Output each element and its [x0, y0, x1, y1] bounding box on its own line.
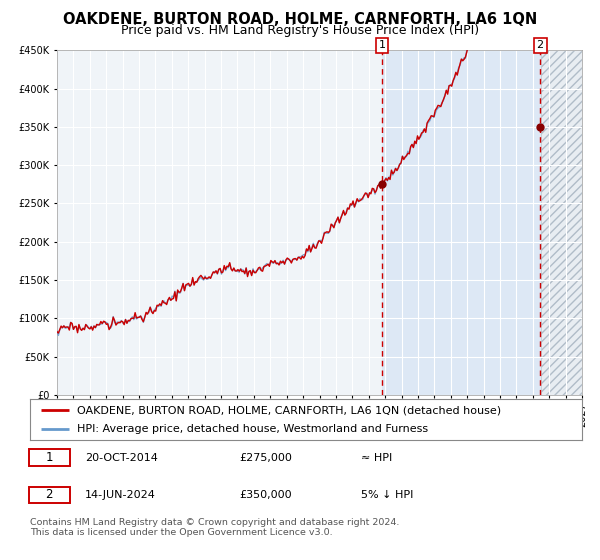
Text: 5% ↓ HPI: 5% ↓ HPI	[361, 490, 413, 500]
Text: OAKDENE, BURTON ROAD, HOLME, CARNFORTH, LA6 1QN (detached house): OAKDENE, BURTON ROAD, HOLME, CARNFORTH, …	[77, 405, 501, 415]
Text: Price paid vs. HM Land Registry's House Price Index (HPI): Price paid vs. HM Land Registry's House …	[121, 24, 479, 36]
Text: £350,000: £350,000	[240, 490, 292, 500]
Text: 1: 1	[46, 451, 53, 464]
Text: ≈ HPI: ≈ HPI	[361, 453, 392, 463]
Text: 2: 2	[46, 488, 53, 501]
Text: 14-JUN-2024: 14-JUN-2024	[85, 490, 156, 500]
Text: Contains HM Land Registry data © Crown copyright and database right 2024.
This d: Contains HM Land Registry data © Crown c…	[30, 518, 400, 538]
FancyBboxPatch shape	[29, 449, 70, 466]
Text: £275,000: £275,000	[240, 453, 293, 463]
Text: OAKDENE, BURTON ROAD, HOLME, CARNFORTH, LA6 1QN: OAKDENE, BURTON ROAD, HOLME, CARNFORTH, …	[63, 12, 537, 27]
Text: 1: 1	[379, 40, 385, 50]
Bar	[541, 50, 582, 395]
Text: 20-OCT-2014: 20-OCT-2014	[85, 453, 158, 463]
Text: 2: 2	[536, 40, 544, 50]
Bar	[541, 50, 582, 395]
Text: HPI: Average price, detached house, Westmorland and Furness: HPI: Average price, detached house, West…	[77, 424, 428, 433]
FancyBboxPatch shape	[29, 487, 70, 503]
Bar	[382, 50, 541, 395]
